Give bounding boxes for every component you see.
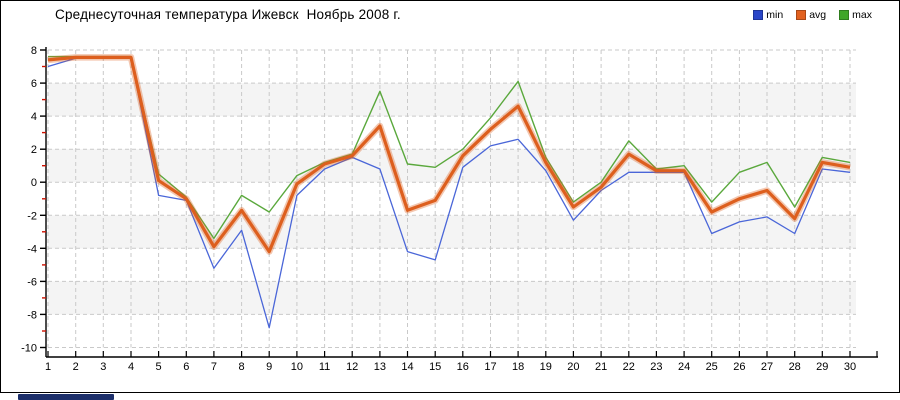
- svg-text:23: 23: [650, 361, 662, 373]
- svg-text:6: 6: [31, 78, 37, 90]
- svg-text:24: 24: [678, 361, 690, 373]
- svg-text:-2: -2: [27, 210, 37, 222]
- svg-text:13: 13: [374, 361, 386, 373]
- svg-text:14: 14: [401, 361, 413, 373]
- svg-text:7: 7: [211, 361, 217, 373]
- svg-text:-10: -10: [21, 343, 37, 355]
- svg-text:19: 19: [540, 361, 552, 373]
- svg-text:22: 22: [623, 361, 635, 373]
- svg-text:0: 0: [31, 177, 37, 189]
- svg-text:4: 4: [128, 361, 134, 373]
- series-avg-line: [47, 55, 851, 254]
- svg-text:29: 29: [816, 361, 828, 373]
- svg-text:17: 17: [484, 361, 496, 373]
- svg-text:3: 3: [100, 361, 106, 373]
- svg-text:2: 2: [31, 144, 37, 156]
- svg-text:10: 10: [291, 361, 303, 373]
- svg-text:1: 1: [45, 361, 51, 373]
- svg-text:2: 2: [73, 361, 79, 373]
- svg-text:25: 25: [706, 361, 718, 373]
- chart-title: Среднесуточная температура Ижевск Ноябрь…: [55, 7, 401, 22]
- svg-text:21: 21: [595, 361, 607, 373]
- legend-item-max: max: [839, 9, 872, 21]
- svg-text:-6: -6: [27, 276, 37, 288]
- series-max-line: [48, 55, 851, 240]
- svg-text:30: 30: [844, 361, 856, 373]
- svg-text:16: 16: [457, 361, 469, 373]
- svg-text:18: 18: [512, 361, 524, 373]
- svg-text:12: 12: [346, 361, 358, 373]
- svg-text:-8: -8: [27, 309, 37, 321]
- svg-text:5: 5: [156, 361, 162, 373]
- svg-text:6: 6: [183, 361, 189, 373]
- avg-series-swatch-icon: [796, 10, 807, 20]
- series-min-line: [47, 57, 851, 329]
- legend-label-min: min: [766, 9, 784, 21]
- legend-item-avg: avg: [796, 9, 826, 21]
- max-series-swatch-icon: [839, 10, 850, 20]
- svg-text:15: 15: [429, 361, 441, 373]
- svg-text:9: 9: [266, 361, 272, 373]
- svg-text:28: 28: [789, 361, 801, 373]
- legend: min avg max: [753, 9, 872, 21]
- svg-text:8: 8: [31, 45, 37, 57]
- svg-text:11: 11: [319, 361, 330, 373]
- min-series-swatch-icon: [753, 10, 764, 20]
- legend-label-avg: avg: [809, 9, 827, 21]
- svg-text:4: 4: [31, 111, 37, 123]
- svg-text:-4: -4: [27, 243, 37, 255]
- legend-label-max: max: [852, 9, 872, 21]
- svg-text:27: 27: [761, 361, 773, 373]
- legend-item-min: min: [753, 9, 783, 21]
- svg-text:26: 26: [733, 361, 745, 373]
- svg-text:8: 8: [239, 361, 245, 373]
- svg-text:20: 20: [567, 361, 579, 373]
- scrollbar-thumb[interactable]: [18, 394, 114, 400]
